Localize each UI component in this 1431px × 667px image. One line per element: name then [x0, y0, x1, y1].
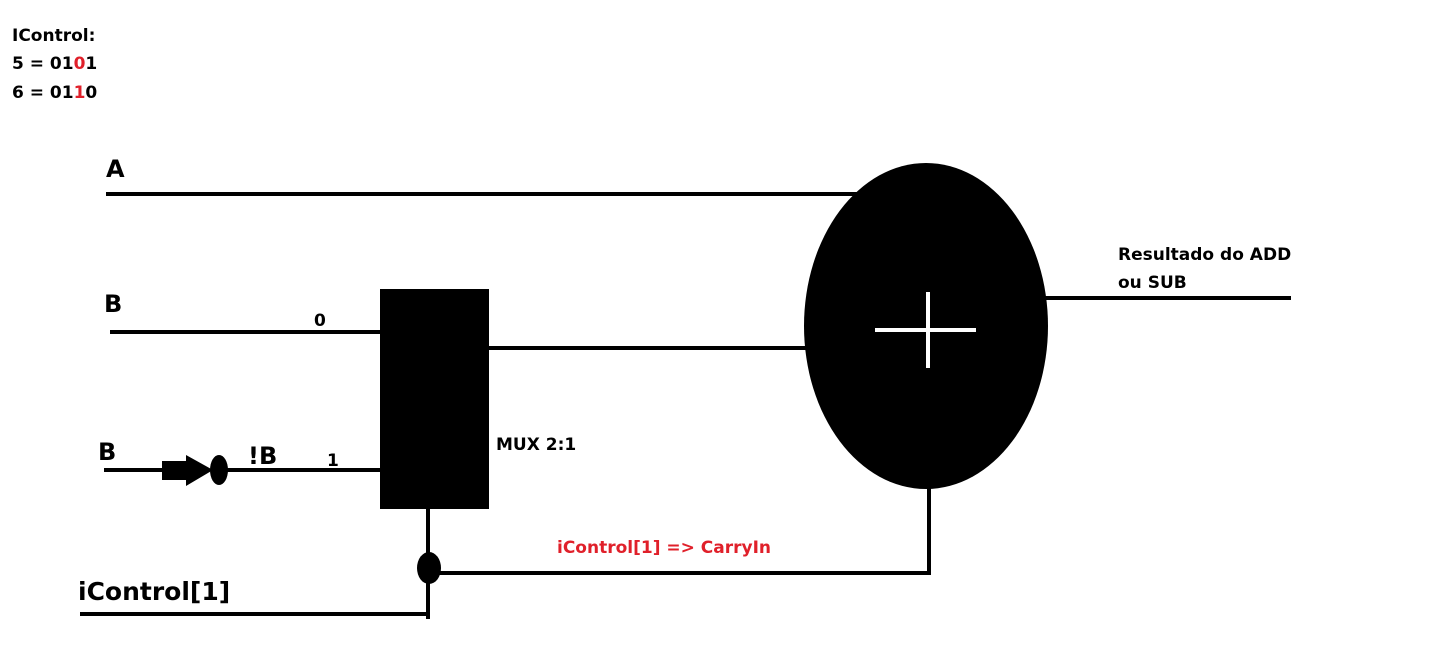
- inverter-gate-icon: [162, 455, 228, 486]
- mux-label: MUX 2:1: [496, 435, 576, 455]
- input-b-label: B: [104, 290, 122, 318]
- not-b-label: !B: [248, 442, 277, 470]
- icontrol-value-6: 6 = 0110: [12, 83, 97, 103]
- icontrol-value-5: 5 = 0101: [12, 54, 97, 74]
- icontrol-input-label: iControl[1]: [78, 577, 230, 606]
- icontrol-value-5-suffix: 1: [85, 54, 98, 74]
- junction-dot: [417, 552, 441, 584]
- input-a-label: A: [106, 155, 125, 183]
- input-b-inverted-source-label: B: [98, 438, 116, 466]
- icontrol-value-6-suffix: 0: [85, 83, 98, 103]
- icontrol-value-5-highlight-bit: 0: [73, 54, 86, 74]
- plus-icon: [875, 292, 976, 368]
- icontrol-title: IControl:: [12, 26, 96, 46]
- icontrol-value-5-prefix: 5 = 01: [12, 54, 74, 74]
- mux-2-1-block: [380, 289, 489, 509]
- carry-in-note: iControl[1] => CarryIn: [557, 538, 771, 558]
- mux-input-1-label: 1: [327, 451, 339, 471]
- output-label-line1: Resultado do ADD: [1118, 245, 1291, 265]
- output-label-line2: ou SUB: [1118, 273, 1187, 293]
- mux-input-0-label: 0: [314, 311, 326, 331]
- icontrol-value-6-highlight-bit: 1: [73, 83, 86, 103]
- icontrol-value-6-prefix: 6 = 01: [12, 83, 74, 103]
